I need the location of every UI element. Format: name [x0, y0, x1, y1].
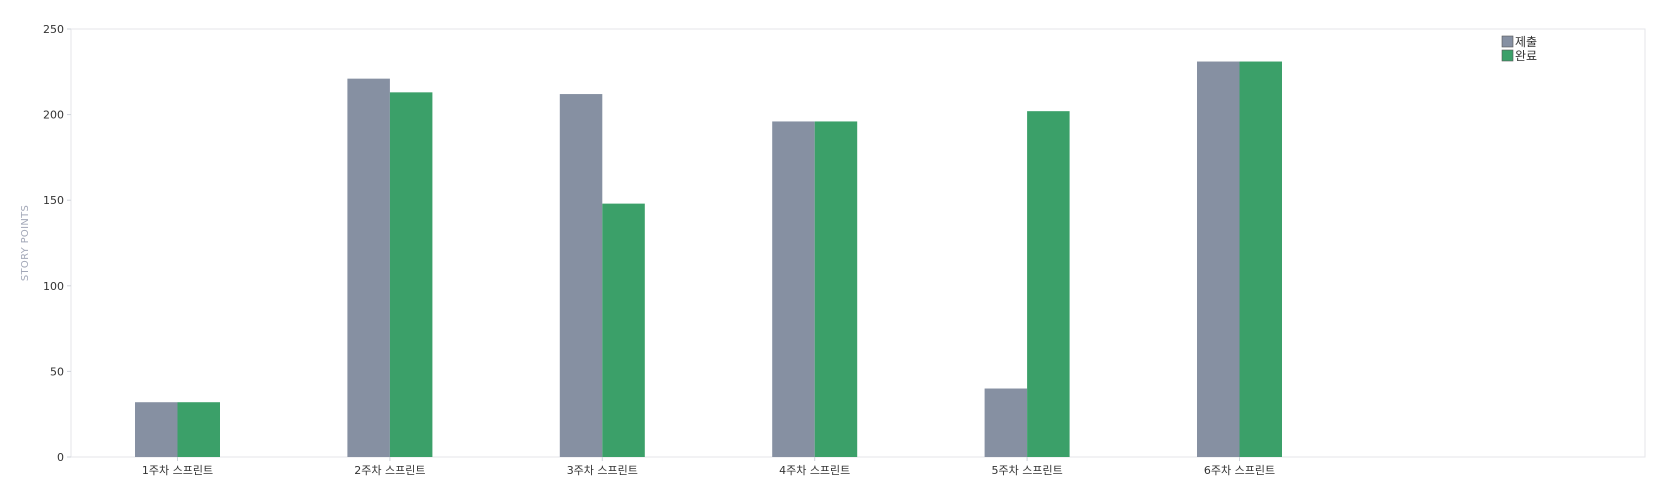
bar-completed-5[interactable] — [1027, 111, 1070, 458]
bar-submitted-4[interactable] — [772, 121, 815, 457]
bar-submitted-5[interactable] — [984, 388, 1028, 457]
x-tick-label: 1주차 스프린트 — [142, 464, 213, 477]
y-tick-label: 200 — [43, 109, 64, 122]
bar-submitted-6[interactable] — [1197, 61, 1240, 457]
y-tick-label: 250 — [43, 23, 64, 36]
x-tick-label: 5주차 스프린트 — [991, 464, 1062, 477]
y-tick-label: 100 — [43, 280, 64, 293]
bar-completed-2[interactable] — [389, 92, 433, 458]
x-tick-label: 6주차 스프린트 — [1204, 464, 1275, 477]
y-tick-label: 150 — [43, 194, 64, 207]
bar-completed-4[interactable] — [814, 121, 858, 457]
bar-completed-3[interactable] — [602, 203, 645, 457]
x-axis: 1주차 스프린트 2주차 스프린트 3주차 스프린트 4주차 스프린트 5주차 스프린트… — [142, 457, 1275, 477]
plot-area-frame — [70, 28, 1646, 458]
x-tick-label: 2주차 스프린트 — [354, 464, 425, 477]
legend-label: 완료 — [1515, 49, 1537, 63]
legend-item-1[interactable]: 제출 — [1501, 35, 1537, 49]
x-tick-label: 3주차 스프린트 — [567, 464, 638, 477]
bar-completed-1[interactable] — [177, 402, 221, 457]
bar-submitted-2[interactable] — [347, 78, 390, 457]
y-axis-title: STORY POINTS — [20, 205, 31, 281]
bar-submitted-1[interactable] — [135, 402, 178, 457]
legend-item-2[interactable]: 완료 — [1501, 49, 1537, 63]
y-axis: 0 50 100 150 200 250 — [43, 23, 71, 464]
bars-group — [135, 61, 1283, 458]
bar-completed-6[interactable] — [1239, 61, 1283, 457]
legend-label: 제출 — [1515, 35, 1537, 49]
x-tick-label: 4주차 스프린트 — [779, 464, 850, 477]
y-tick-label: 50 — [50, 365, 64, 378]
legend-swatch — [1501, 35, 1514, 48]
y-tick-label: 0 — [57, 451, 64, 464]
bar-submitted-3[interactable] — [559, 94, 603, 457]
legend-swatch — [1501, 49, 1514, 62]
